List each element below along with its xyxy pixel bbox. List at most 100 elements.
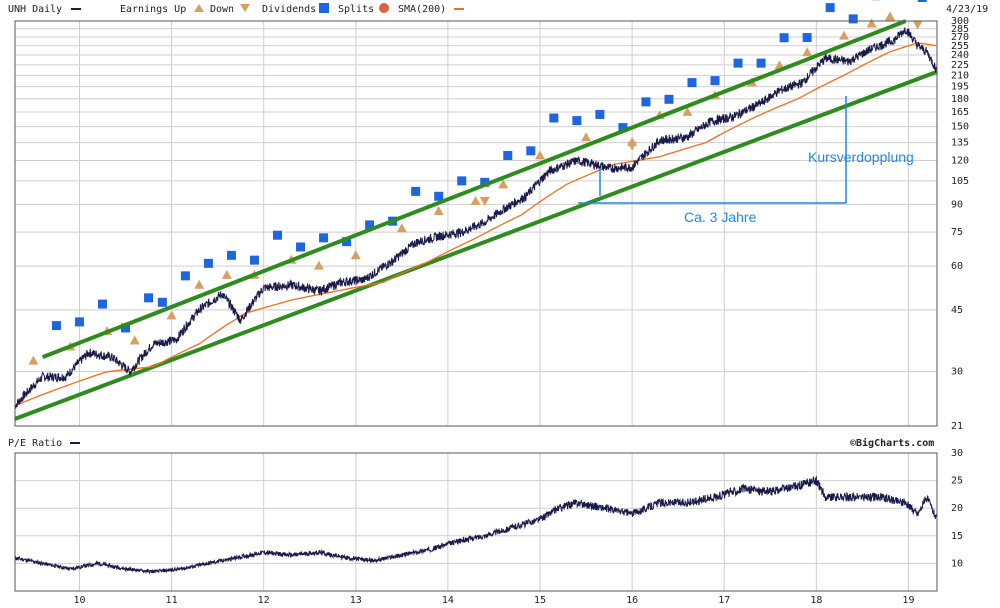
trend-channel-line [14,69,938,421]
price-y-tick-label: 180 [951,94,969,105]
dividend-marker [434,191,444,201]
dividend-marker [480,177,490,187]
earnings-up-marker [866,18,877,28]
earnings-up-marker [682,106,693,116]
dividend-marker [756,58,766,68]
price-y-tick-label: 225 [951,60,969,71]
earnings-up-marker [166,310,177,320]
sma-label: SMA(200) [398,4,446,15]
sma-legend-swatch [454,8,464,10]
dividends-label: Dividends [262,4,316,15]
price-y-tick-label: 135 [951,138,969,149]
pe-lines [14,475,938,575]
trend-channel-line [41,19,907,360]
dividend-marker [848,14,858,24]
pe-y-tick-label: 10 [951,558,963,569]
earnings-up-marker [396,223,407,233]
earnings-up-marker [313,260,324,270]
duration-label: Ca. 3 Jahre [684,209,757,225]
dividend-marker [180,271,190,281]
chart-date: 4/23/19 [946,4,988,15]
pe-line [14,475,938,575]
annotations: Kursverdopplung Ca. 3 Jahre [578,96,914,225]
earnings-down-marker [627,141,638,151]
dividend-marker [687,78,697,88]
dividend-marker [802,33,812,43]
earnings-up-marker [470,195,481,205]
pe-grid [15,452,937,591]
price-y-tick-label: 195 [951,82,969,93]
earnings-up-marker [350,250,361,260]
splits-label: Splits [338,4,374,15]
price-y-tick-label: 120 [951,156,969,167]
price-y-tick-label: 270 [951,32,969,43]
earnings-up-marker [838,30,849,40]
dividend-marker [595,109,605,119]
dividend-marker [457,176,467,186]
x-tick-label: 15 [534,595,546,606]
dividend-marker [121,323,131,333]
pe-y-tick-label: 30 [951,448,963,459]
x-tick-label: 19 [902,595,914,606]
sma-line [14,42,937,407]
earnings-up-marker [194,279,205,289]
doubling-label: Kursverdopplung [808,149,914,165]
earnings-down-icon [240,4,250,12]
dividend-marker [664,94,674,104]
dividend-marker [342,237,352,247]
down-label: Down [210,4,234,15]
price-y-tick-label: 240 [951,50,969,61]
dividend-marker [917,0,927,3]
dividend-marker [203,258,213,268]
x-tick-label: 17 [718,595,730,606]
pe-panel: P/E Ratio ©BigCharts.com 10 15 20 25 30 10 11… [8,437,963,606]
price-y-tick-label: 60 [951,261,963,272]
price-y-tick-label: 21 [951,421,963,432]
price-y-tick-label: 285 [951,24,969,35]
dividend-marker [710,76,720,86]
dividend-marker [144,293,154,303]
dividend-marker [503,151,513,161]
earnings-up-label: Earnings Up [120,4,186,15]
pe-legend-swatch [70,442,80,444]
dividend-marker [572,116,582,126]
dividend-marker [411,186,421,196]
earnings-down-marker [479,197,490,207]
dividend-marker [618,123,628,133]
price-panel: 2130456075901051201351501651801952102252… [14,0,969,432]
x-tick-label: 10 [73,595,85,606]
price-y-tick-label: 90 [951,199,963,210]
x-tick-label: 13 [350,595,362,606]
earnings-up-icon [194,4,204,12]
earnings-down-marker [912,20,923,30]
x-axis: 10 11 12 13 14 15 16 17 18 19 [73,595,914,606]
dividend-marker [74,317,84,327]
earnings-up-marker [129,335,140,345]
earnings-up-marker [221,269,232,279]
pe-y-axis: 10 15 20 25 30 [951,448,963,569]
earnings-up-marker [885,11,896,21]
earnings-up-marker [535,150,546,160]
dividend-marker [157,297,167,307]
earnings-up-marker [802,47,813,57]
dividend-marker [249,255,259,265]
pe-y-tick-label: 25 [951,476,963,487]
price-lines [14,19,938,421]
pe-frame [14,452,938,592]
symbol-label: UNH Daily [8,4,62,15]
price-y-tick-label: 255 [951,41,969,52]
x-tick-label: 14 [442,595,454,606]
dividend-marker [779,33,789,43]
dividend-marker [641,97,651,107]
dividend-marker [296,242,306,252]
price-y-tick-label: 105 [951,176,969,187]
earnings-up-marker [581,132,592,142]
dividend-marker [825,3,835,13]
pe-y-tick-label: 15 [951,531,963,542]
price-y-tick-label: 75 [951,227,963,238]
x-tick-label: 18 [810,595,822,606]
earnings-up-marker [28,355,39,365]
x-tick-label: 16 [626,595,638,606]
dividend-marker [733,58,743,68]
